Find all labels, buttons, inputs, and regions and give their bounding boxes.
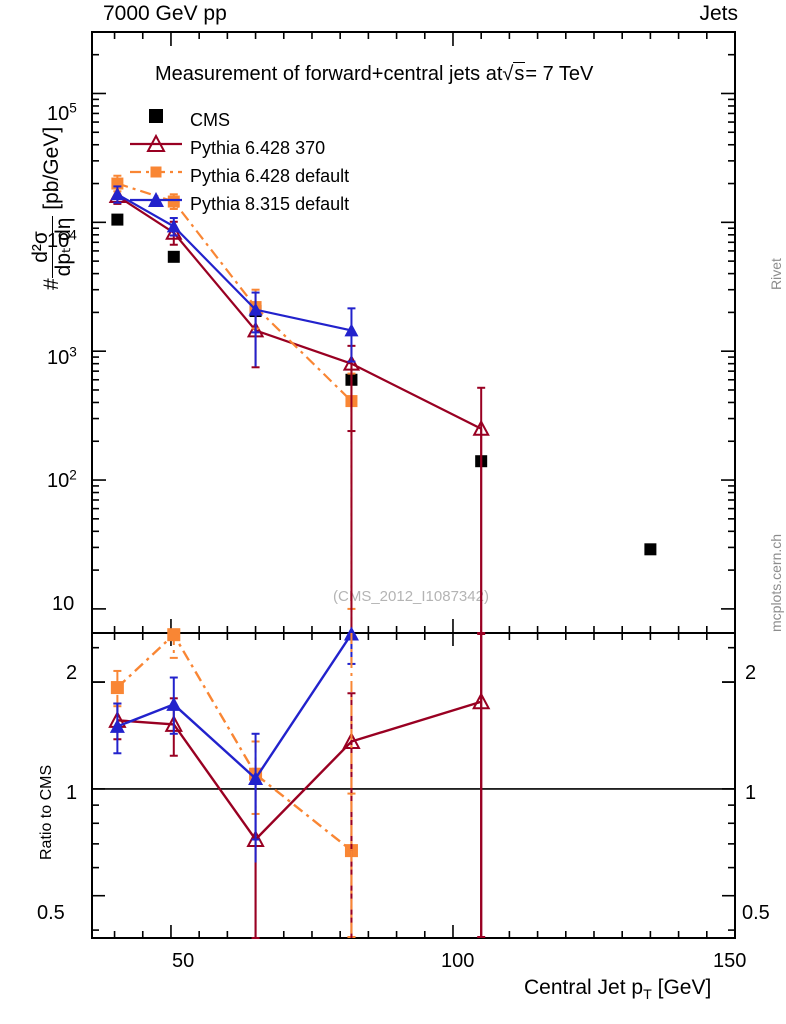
main-marker-1-2 bbox=[246, 321, 265, 338]
plot-title-text: Measurement of forward+central jets at bbox=[155, 63, 503, 85]
legend-marker-pythia6-370 bbox=[146, 133, 166, 152]
ratio-tick-label-1-right: 1 bbox=[745, 782, 757, 804]
ratio-tick-label-2-left: 2 bbox=[66, 662, 78, 684]
x-axis-label-units: [GeV] bbox=[651, 976, 712, 999]
sqrt-argument: s bbox=[513, 62, 526, 85]
ratio-marker-0-0 bbox=[108, 710, 127, 728]
y-axis-label-hash: # bbox=[40, 278, 64, 290]
ratio-marker-1-0 bbox=[110, 681, 124, 695]
ratio-tick-label-2-right: 2 bbox=[745, 662, 757, 684]
ratio-marker-1-2 bbox=[249, 767, 263, 781]
legend-label-cms: CMS bbox=[190, 110, 230, 130]
ratio-tick-label-1-left: 1 bbox=[66, 782, 78, 804]
y-tick-text-10: 10 bbox=[52, 593, 75, 615]
y-tick-label-1e4: 104 bbox=[47, 227, 77, 253]
main-marker-0-1 bbox=[167, 250, 180, 263]
x-axis-label-text: Central Jet p bbox=[524, 976, 644, 999]
legend-label-pythia8-default: Pythia 8.315 default bbox=[190, 194, 350, 214]
y-tick-text-1e4: 104 bbox=[47, 227, 77, 252]
main-panel-frame bbox=[91, 31, 736, 634]
y-tick-text-1e3: 103 bbox=[47, 344, 77, 369]
ratio-marker-1-3 bbox=[344, 844, 358, 858]
x-axis-label: Central Jet pT [GeV] bbox=[524, 976, 711, 1003]
main-marker-2-1 bbox=[167, 195, 180, 208]
legend-label-pythia6-370: Pythia 6.428 370 bbox=[190, 138, 326, 158]
legend-label-pythia6-default: Pythia 6.428 default bbox=[190, 166, 350, 186]
header-collision-energy: 7000 GeV pp bbox=[103, 2, 227, 25]
y-tick-text-1e5: 105 bbox=[47, 100, 77, 125]
main-marker-1-3 bbox=[342, 354, 361, 371]
ratio-marker-2-3 bbox=[343, 626, 359, 641]
x-tick-label-50: 50 bbox=[172, 950, 195, 972]
main-marker-0-3 bbox=[345, 373, 358, 386]
main-marker-1-0 bbox=[108, 186, 127, 204]
ratio-y-axis-label-text: Ratio to CMS bbox=[38, 764, 55, 860]
y-tick-text-1e2: 102 bbox=[47, 467, 77, 492]
mcplots-reference-text: mcplots.cern.ch [arXiv:2401.10621] bbox=[768, 514, 786, 632]
ratio-marker-2-1 bbox=[166, 696, 182, 711]
ratio-marker-1-1 bbox=[167, 628, 181, 642]
main-marker-0-0 bbox=[111, 213, 124, 226]
analysis-id-watermark: (CMS_2012_I1087342) bbox=[333, 588, 489, 605]
ratio-marker-0-2 bbox=[246, 829, 265, 848]
main-marker-3-0 bbox=[110, 187, 125, 201]
plot-title: Measurement of forward+central jets at√s… bbox=[155, 62, 593, 86]
main-series-line-2 bbox=[117, 182, 353, 402]
main-marker-1-1 bbox=[165, 223, 183, 240]
main-marker-2-0 bbox=[111, 177, 124, 190]
legend-marker-pythia6-default bbox=[150, 166, 162, 178]
ratio-tick-label-05-right: 0.5 bbox=[742, 902, 770, 924]
main-marker-3-2 bbox=[248, 302, 263, 316]
y-tick-label-10: 10 bbox=[52, 593, 74, 616]
sqrt-sign: √ bbox=[502, 63, 514, 85]
rivet-version-text: Rivet 4.1.0, ≥ 100k events bbox=[768, 254, 786, 290]
ratio-panel-frame bbox=[91, 632, 736, 939]
main-marker-1-4 bbox=[472, 419, 490, 436]
ratio-marker-2-2 bbox=[248, 770, 264, 785]
ratio-series-line-2 bbox=[116, 633, 353, 781]
legend-marker-pythia8-default bbox=[148, 192, 164, 207]
main-marker-0-2 bbox=[249, 305, 262, 318]
x-tick-label-100: 100 bbox=[441, 950, 475, 972]
main-marker-3-3 bbox=[344, 323, 359, 337]
x-tick-label-150: 150 bbox=[713, 950, 747, 972]
ratio-tick-label-05-left: 0.5 bbox=[37, 902, 65, 924]
main-marker-2-2 bbox=[249, 301, 262, 314]
y-tick-label-1e3: 103 bbox=[47, 344, 77, 370]
main-marker-3-1 bbox=[166, 219, 181, 233]
main-marker-2-3 bbox=[345, 395, 358, 408]
y-tick-label-1e5: 105 bbox=[47, 100, 77, 126]
ratio-marker-0-1 bbox=[164, 714, 183, 732]
ratio-marker-0-3 bbox=[342, 731, 361, 750]
ratio-series-line-1 bbox=[116, 632, 353, 852]
ratio-series-line-0 bbox=[117, 700, 482, 842]
ratio-marker-0-4 bbox=[472, 692, 491, 710]
ratio-marker-2-0 bbox=[109, 718, 125, 733]
x-axis-label-subscript: T bbox=[643, 987, 652, 1004]
main-series-line-1 bbox=[116, 195, 482, 430]
legend-marker-cms bbox=[149, 109, 163, 123]
main-marker-0-4 bbox=[475, 455, 488, 468]
header-analysis-category: Jets bbox=[699, 2, 738, 25]
plot-title-tail: = 7 TeV bbox=[525, 63, 594, 85]
y-axis-label-units: [pb/GeV] bbox=[40, 126, 64, 210]
y-tick-label-1e2: 102 bbox=[47, 467, 77, 493]
main-marker-0-5 bbox=[644, 543, 657, 556]
